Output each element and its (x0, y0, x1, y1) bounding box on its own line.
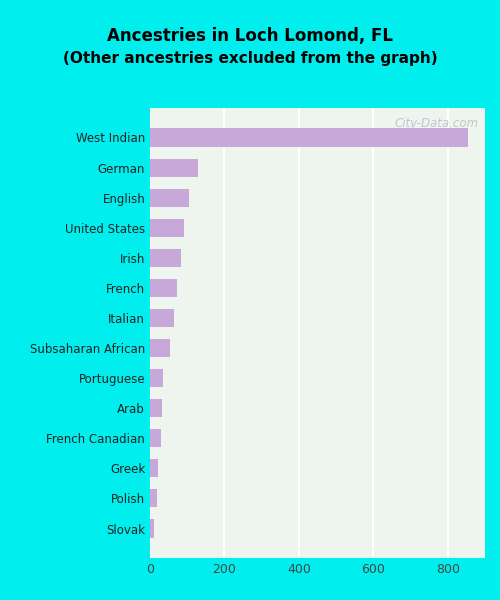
Bar (150, 218, 184, 237)
Bar (150, 158, 198, 176)
Bar (150, 490, 156, 508)
Bar (150, 399, 162, 417)
Bar (150, 429, 161, 448)
Bar (150, 369, 163, 387)
Bar (150, 309, 174, 327)
Text: Ancestries in Loch Lomond, FL: Ancestries in Loch Lomond, FL (107, 27, 393, 45)
Bar (150, 249, 180, 267)
Bar (150, 339, 171, 357)
Bar (150, 460, 158, 478)
Bar (150, 520, 154, 538)
Bar (150, 188, 189, 206)
Text: (Other ancestries excluded from the graph): (Other ancestries excluded from the grap… (62, 51, 438, 66)
Text: City-Data.com: City-Data.com (394, 117, 478, 130)
Bar (150, 279, 177, 297)
Bar (150, 128, 468, 146)
